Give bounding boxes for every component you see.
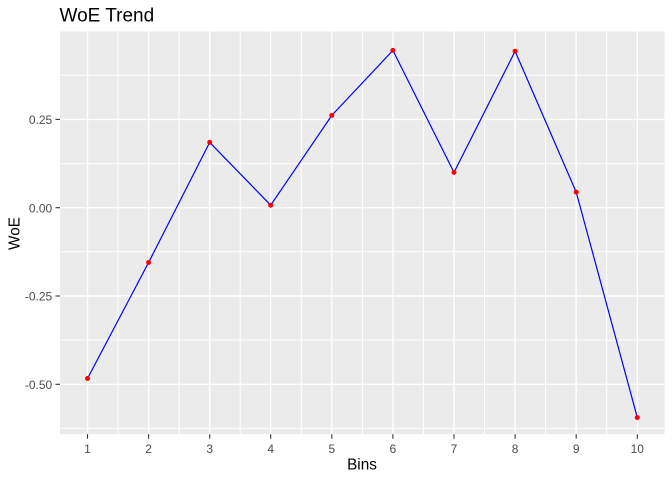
- svg-text:Bins: Bins: [347, 457, 377, 474]
- svg-text:0.25: 0.25: [29, 113, 53, 127]
- svg-text:10: 10: [631, 442, 645, 456]
- svg-text:8: 8: [512, 442, 519, 456]
- svg-text:-0.25: -0.25: [25, 290, 53, 304]
- svg-text:-0.50: -0.50: [25, 378, 53, 392]
- svg-text:1: 1: [84, 442, 91, 456]
- svg-text:4: 4: [267, 442, 274, 456]
- svg-text:6: 6: [390, 442, 397, 456]
- svg-text:WoE: WoE: [7, 217, 24, 250]
- svg-text:WoE Trend: WoE Trend: [60, 6, 155, 27]
- svg-text:2: 2: [145, 442, 152, 456]
- svg-text:7: 7: [451, 442, 458, 456]
- svg-text:9: 9: [573, 442, 580, 456]
- svg-text:0.00: 0.00: [29, 201, 53, 215]
- svg-text:3: 3: [206, 442, 213, 456]
- svg-text:5: 5: [328, 442, 335, 456]
